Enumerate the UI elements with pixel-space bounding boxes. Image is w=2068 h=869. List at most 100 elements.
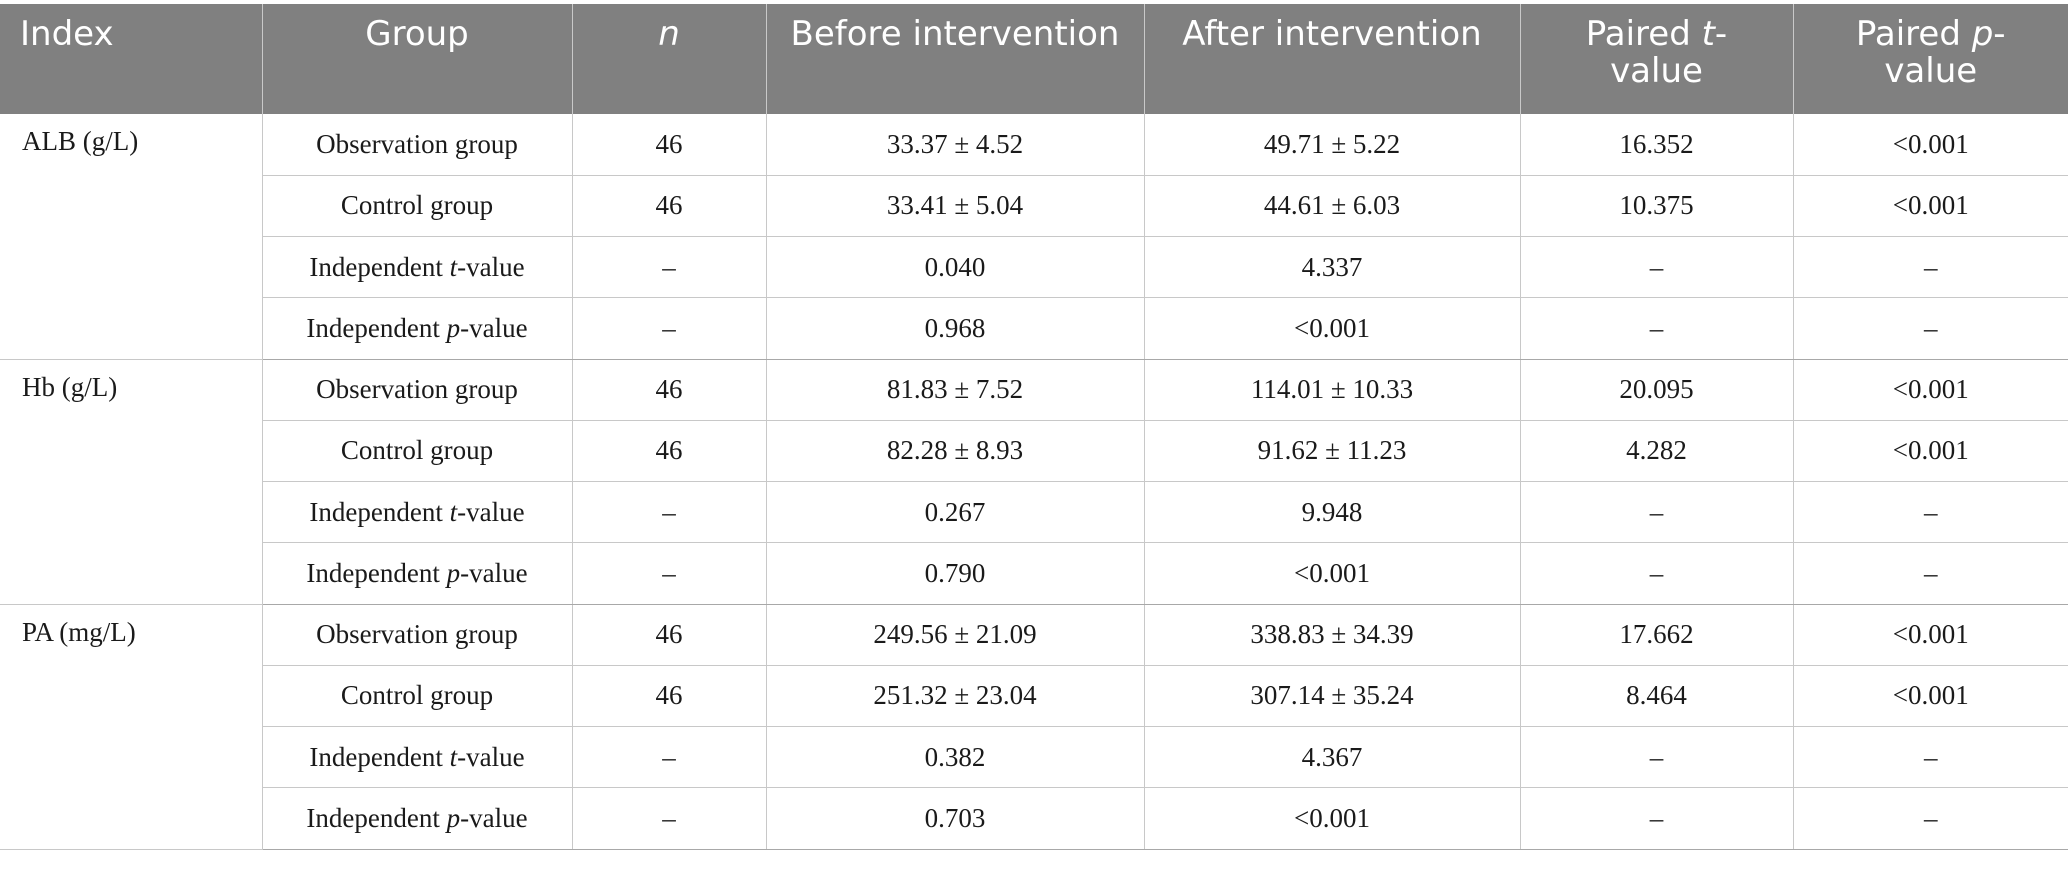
before-cell: 0.790 [766, 542, 1145, 605]
t-symbol: t [449, 496, 458, 527]
header-after-intervention: After intervention [1144, 4, 1521, 114]
index-cell: Hb (g/L) [0, 359, 263, 605]
n-cell: 46 [572, 604, 767, 666]
table-row: Control group 46 82.28 ± 8.93 91.62 ± 11… [0, 420, 2068, 483]
group-cell: Observation group [262, 359, 573, 421]
after-cell: 4.367 [1144, 726, 1521, 789]
paired-t-cell: 17.662 [1520, 604, 1794, 666]
before-cell: 0.703 [766, 787, 1145, 850]
independent-label: Independent [309, 741, 450, 772]
after-cell: <0.001 [1144, 542, 1521, 605]
n-cell: 46 [572, 420, 767, 483]
paired-p-cell: – [1793, 787, 2068, 850]
group-cell: Control group [262, 420, 573, 483]
independent-label: Independent [309, 496, 450, 527]
header-row: Index Group n Before intervention After … [0, 4, 2068, 114]
paired-t-cell: 10.375 [1520, 175, 1794, 238]
table-row: Independent p-value – 0.703 <0.001 – – [0, 787, 2068, 850]
paired-t-cell: – [1520, 542, 1794, 605]
group-cell-independent-p: Independent p-value [262, 297, 573, 360]
header-paired-t-suffix: -value [1610, 14, 1728, 91]
table-row: Control group 46 33.41 ± 5.04 44.61 ± 6.… [0, 175, 2068, 238]
paired-t-cell: – [1520, 236, 1794, 299]
n-cell: – [572, 481, 767, 544]
n-cell: 46 [572, 665, 767, 728]
before-cell: 33.37 ± 4.52 [766, 114, 1145, 176]
before-cell: 0.040 [766, 236, 1145, 299]
paired-p-cell: – [1793, 726, 2068, 789]
before-cell: 251.32 ± 23.04 [766, 665, 1145, 728]
table-row: Control group 46 251.32 ± 23.04 307.14 ±… [0, 665, 2068, 728]
group-cell-independent-t: Independent t-value [262, 236, 573, 299]
paired-t-cell: 16.352 [1520, 114, 1794, 176]
p-symbol: p [446, 802, 461, 833]
after-cell: 44.61 ± 6.03 [1144, 175, 1521, 238]
before-cell: 0.267 [766, 481, 1145, 544]
p-symbol: p [446, 312, 461, 343]
table-row: Independent p-value – 0.790 <0.001 – – [0, 542, 2068, 605]
independent-label: Independent [306, 312, 447, 343]
header-paired-p-italic: p [1971, 14, 1994, 54]
paired-p-cell: <0.001 [1793, 114, 2068, 176]
value-suffix: -value [460, 312, 528, 343]
header-paired-t-italic: t [1701, 14, 1715, 54]
n-cell: – [572, 726, 767, 789]
paired-p-cell: <0.001 [1793, 359, 2068, 421]
table-row: Independent t-value – 0.267 9.948 – – [0, 481, 2068, 544]
header-paired-p-suffix: -value [1884, 14, 2006, 91]
value-suffix: -value [460, 802, 528, 833]
header-index: Index [0, 4, 263, 114]
independent-label: Independent [306, 802, 447, 833]
table-row: PA (mg/L) Observation group 46 249.56 ± … [0, 604, 2068, 850]
after-cell: 91.62 ± 11.23 [1144, 420, 1521, 483]
paired-p-cell: – [1793, 297, 2068, 360]
paired-t-cell: – [1520, 726, 1794, 789]
after-cell: <0.001 [1144, 297, 1521, 360]
header-paired-t-prefix: Paired [1585, 14, 1702, 54]
header-paired-t-value: Paired t-value [1520, 4, 1794, 114]
paired-p-cell: – [1793, 542, 2068, 605]
n-cell: – [572, 236, 767, 299]
table-row: Independent t-value – 0.382 4.367 – – [0, 726, 2068, 789]
group-cell-independent-p: Independent p-value [262, 787, 573, 850]
value-suffix: -value [457, 741, 525, 772]
header-paired-p-value: Paired p-value [1793, 4, 2068, 114]
table-row: ALB (g/L) Observation group 46 33.37 ± 4… [0, 114, 2068, 360]
paired-p-cell: <0.001 [1793, 604, 2068, 666]
table-body: ALB (g/L) Observation group 46 33.37 ± 4… [0, 114, 2068, 850]
header-n: n [572, 4, 767, 114]
after-cell: 114.01 ± 10.33 [1144, 359, 1521, 421]
independent-label: Independent [309, 251, 450, 282]
group-cell: Control group [262, 175, 573, 238]
after-cell: <0.001 [1144, 787, 1521, 850]
paired-p-cell: <0.001 [1793, 420, 2068, 483]
index-cell: PA (mg/L) [0, 604, 263, 850]
after-cell: 4.337 [1144, 236, 1521, 299]
t-symbol: t [449, 741, 458, 772]
paired-t-cell: – [1520, 297, 1794, 360]
before-cell: 82.28 ± 8.93 [766, 420, 1145, 483]
before-cell: 81.83 ± 7.52 [766, 359, 1145, 421]
paired-t-cell: 20.095 [1520, 359, 1794, 421]
index-cell: ALB (g/L) [0, 114, 263, 360]
group-cell: Control group [262, 665, 573, 728]
value-suffix: -value [457, 251, 525, 282]
before-cell: 33.41 ± 5.04 [766, 175, 1145, 238]
after-cell: 338.83 ± 34.39 [1144, 604, 1521, 666]
p-symbol: p [446, 557, 461, 588]
value-suffix: -value [460, 557, 528, 588]
header-paired-p-prefix: Paired [1855, 14, 1972, 54]
paired-p-cell: <0.001 [1793, 665, 2068, 728]
after-cell: 9.948 [1144, 481, 1521, 544]
before-cell: 249.56 ± 21.09 [766, 604, 1145, 666]
group-cell-independent-t: Independent t-value [262, 481, 573, 544]
header-before-intervention: Before intervention [766, 4, 1145, 114]
n-cell: – [572, 542, 767, 605]
paired-t-cell: – [1520, 787, 1794, 850]
n-cell: – [572, 297, 767, 360]
after-cell: 49.71 ± 5.22 [1144, 114, 1521, 176]
n-cell: 46 [572, 175, 767, 238]
paired-t-cell: 8.464 [1520, 665, 1794, 728]
header-group: Group [262, 4, 573, 114]
paired-t-cell: 4.282 [1520, 420, 1794, 483]
